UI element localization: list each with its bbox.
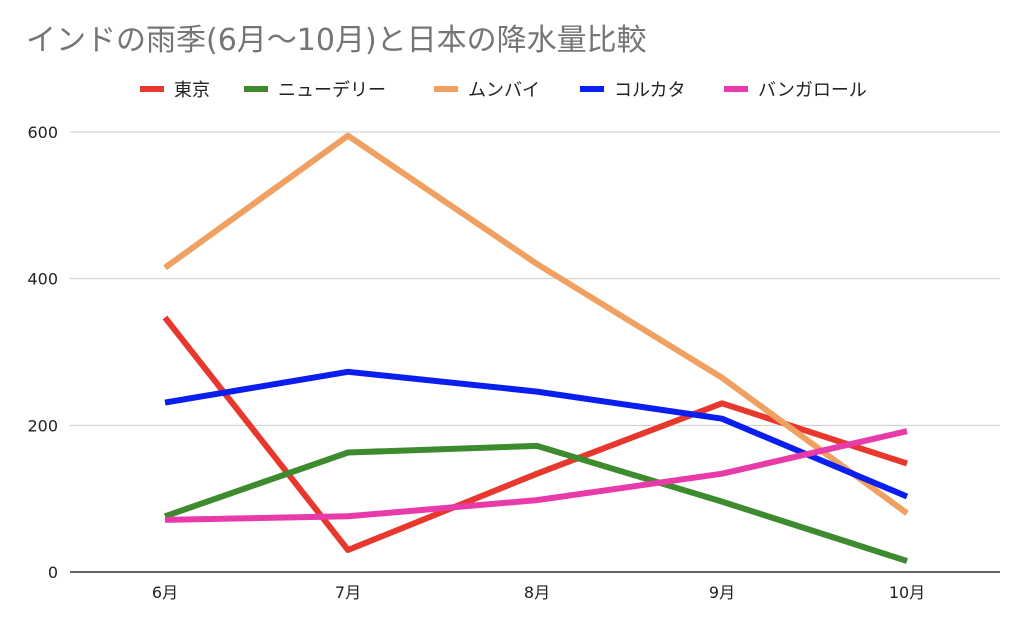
- series-line: [163, 132, 909, 516]
- series-lines: [162, 132, 909, 564]
- legend-label: ムンバイ: [468, 80, 540, 101]
- x-tick-label: 9月: [709, 583, 735, 602]
- x-tick-label: 6月: [152, 583, 178, 602]
- y-tick-label: 400: [27, 270, 58, 289]
- legend: 東京 ニューデリー ムンバイ コルカタ バンガロール: [140, 80, 867, 101]
- y-tick-label: 600: [27, 123, 58, 142]
- legend-label: ニューデリー: [278, 80, 386, 101]
- chart-title: インドの雨季(6月〜10月)と日本の降水量比較: [26, 23, 647, 58]
- series-line: [164, 428, 908, 523]
- legend-label: 東京: [174, 80, 210, 101]
- x-tick-label: 8月: [524, 583, 550, 602]
- legend-label: バンガロール: [758, 80, 867, 101]
- series-line: [164, 442, 908, 564]
- x-tick-label: 7月: [335, 583, 361, 602]
- y-axis: 0 200 400 600: [27, 123, 58, 582]
- legend-label: コルカタ: [614, 80, 685, 101]
- x-tick-label: 10月: [889, 583, 925, 602]
- y-tick-label: 200: [27, 416, 58, 435]
- gridlines: [70, 131, 1000, 573]
- x-axis: 6月 7月 8月 9月 10月: [152, 583, 925, 602]
- series-line: [164, 368, 909, 500]
- y-tick-label: 0: [48, 563, 58, 582]
